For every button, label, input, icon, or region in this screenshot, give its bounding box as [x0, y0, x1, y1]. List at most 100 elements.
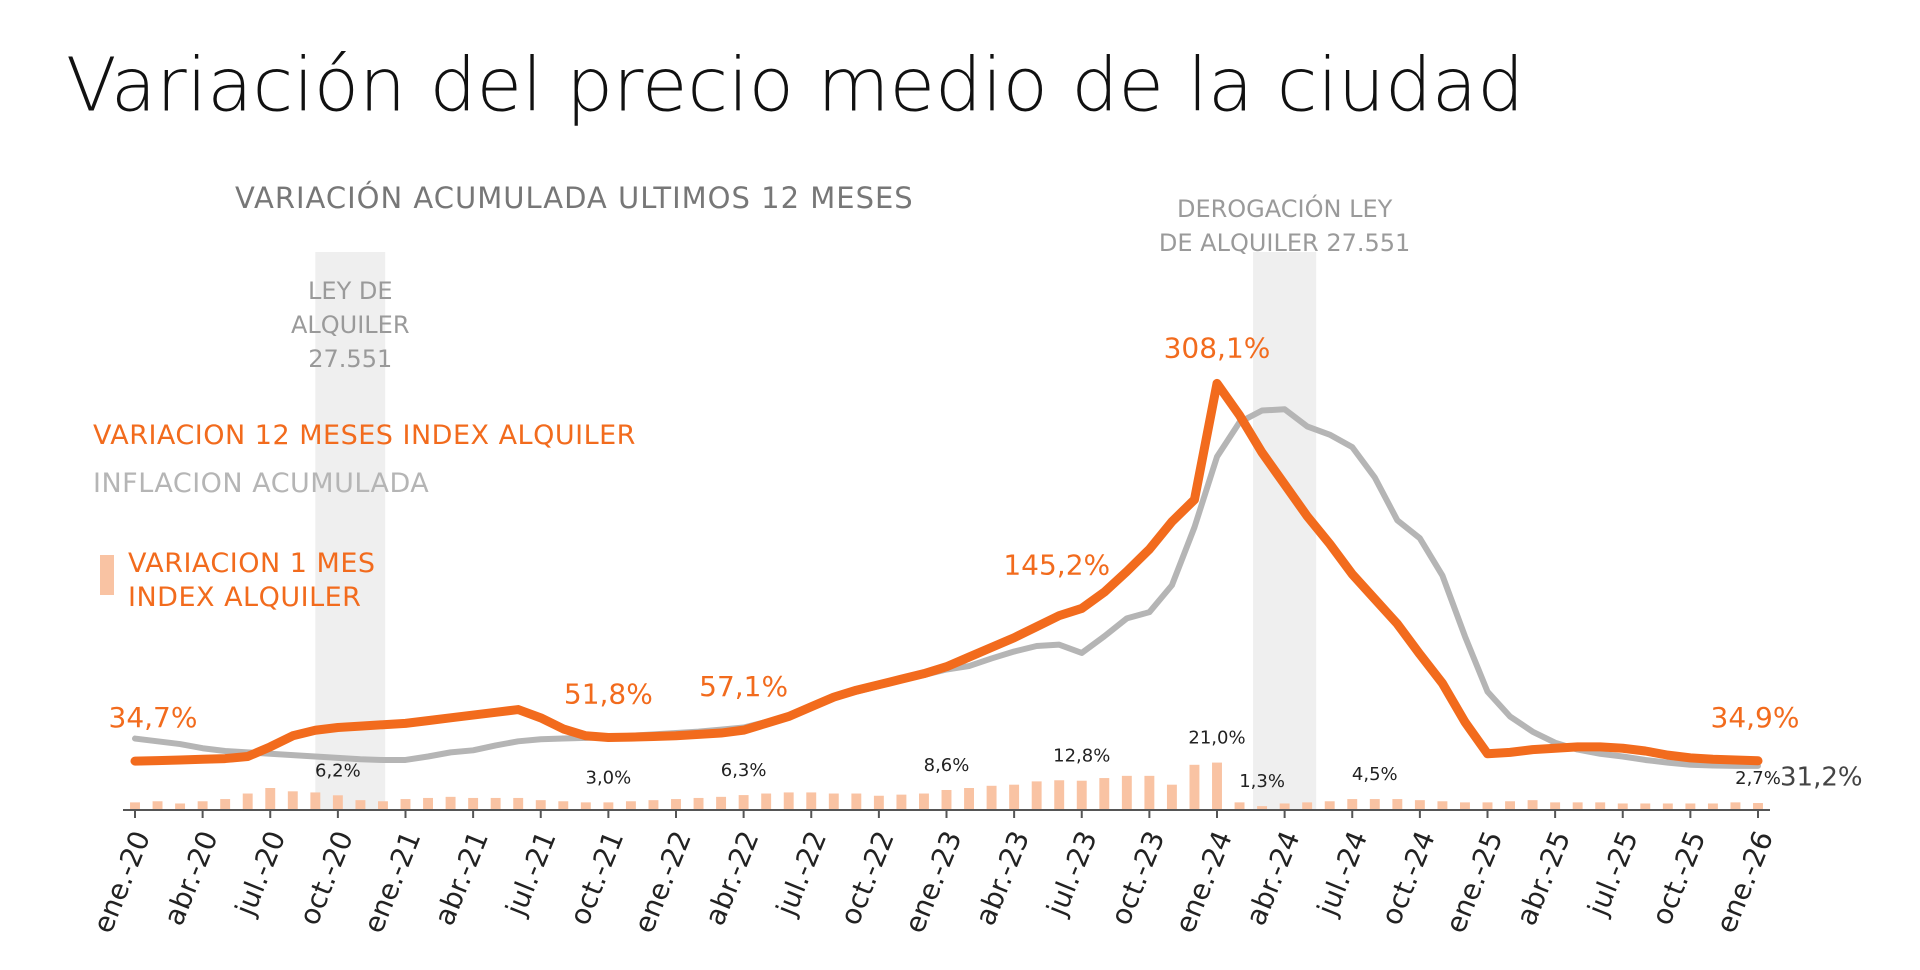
x-tick-label: abr.-20	[157, 826, 225, 930]
bar	[1302, 802, 1313, 809]
data-label: 12,8%	[1053, 746, 1110, 767]
bar	[1685, 803, 1696, 809]
bar	[1234, 802, 1245, 809]
annotation-text: ALQUILER	[291, 311, 410, 339]
legend-entry: INFLACION ACUMULADA	[93, 468, 430, 499]
bar	[918, 793, 929, 809]
bar	[1640, 803, 1651, 809]
x-tick-label: jul.-25	[1581, 826, 1645, 921]
bar	[806, 792, 817, 809]
x-tick-label: jul.-22	[769, 826, 833, 921]
bar	[986, 785, 997, 809]
legend-swatch	[100, 555, 114, 595]
data-label: 31,2%	[1780, 762, 1863, 792]
legend-entry: VARIACION 12 MESES INDEX ALQUILER	[93, 420, 636, 451]
data-label: 3,0%	[586, 767, 632, 788]
bar	[1257, 806, 1268, 809]
bar	[1550, 802, 1561, 809]
x-tick-label: jul.-23	[1040, 826, 1104, 921]
bar	[197, 801, 208, 809]
bar	[220, 799, 231, 809]
bar	[1437, 801, 1448, 809]
x-tick-label: ene.-23	[898, 826, 969, 937]
data-label: 6,3%	[721, 760, 767, 781]
bar	[1166, 784, 1177, 809]
bar	[1054, 780, 1065, 809]
bar	[1527, 800, 1538, 809]
bar	[445, 796, 456, 809]
annotation-band	[315, 252, 386, 809]
x-tick-label: ene.-21	[357, 826, 428, 937]
annotation-text: DEROGACIÓN LEY	[1177, 193, 1393, 223]
bar	[152, 801, 163, 809]
bar	[558, 801, 569, 809]
data-label: 1,3%	[1239, 771, 1285, 792]
bar	[693, 797, 704, 809]
x-tick-label: ene.-26	[1709, 826, 1780, 937]
x-tick-label: oct.-21	[563, 826, 630, 929]
annotation-band	[1253, 252, 1317, 809]
bar	[648, 800, 659, 809]
bar	[310, 792, 321, 809]
bar	[1414, 800, 1425, 809]
bar	[1031, 781, 1042, 809]
data-label: 8,6%	[924, 755, 970, 776]
bar	[1505, 801, 1516, 809]
x-tick-label: abr.-25	[1510, 826, 1578, 930]
bar	[1730, 802, 1741, 809]
bar	[242, 793, 253, 809]
bar	[468, 797, 479, 809]
x-tick-label: abr.-23	[969, 826, 1037, 930]
x-tick-label: ene.-25	[1439, 826, 1510, 937]
annotation-text: 27.551	[308, 345, 392, 373]
bar	[1392, 799, 1403, 809]
bar	[1369, 799, 1380, 809]
bar	[851, 793, 862, 809]
bar	[603, 802, 614, 809]
x-tick-label: oct.-23	[1104, 826, 1171, 929]
x-tick-label: ene.-22	[627, 826, 698, 937]
bar	[964, 788, 975, 809]
data-label: 34,9%	[1711, 701, 1800, 734]
annotation-text: LEY DE	[308, 277, 392, 305]
x-tick-label: ene.-24	[1168, 826, 1239, 937]
bar	[130, 802, 140, 809]
bar	[265, 788, 276, 809]
bar	[625, 801, 636, 809]
bar	[1144, 775, 1155, 809]
bar	[287, 791, 298, 809]
bar	[1121, 775, 1132, 809]
bar	[400, 799, 411, 809]
bar	[490, 797, 501, 809]
x-tick-label: jul.-21	[499, 826, 563, 921]
bar	[175, 803, 186, 809]
x-tick-label: jul.-20	[228, 826, 292, 921]
bar	[1279, 803, 1290, 809]
bar	[332, 795, 343, 809]
x-tick-label: oct.-20	[292, 826, 359, 929]
data-label: 145,2%	[1003, 548, 1110, 581]
bar	[1212, 762, 1222, 809]
bar	[1076, 780, 1087, 809]
x-tick-label: oct.-22	[833, 826, 900, 929]
bar	[1324, 801, 1335, 809]
data-label: 308,1%	[1164, 331, 1271, 364]
x-tick-label: jul.-24	[1310, 826, 1374, 921]
bar	[1347, 799, 1358, 809]
x-tick-label: oct.-24	[1374, 826, 1441, 929]
bar	[513, 797, 524, 809]
line	[130, 378, 1763, 766]
x-tick-label: ene.-20	[86, 826, 157, 937]
bar	[1595, 802, 1606, 809]
bar	[1662, 803, 1673, 809]
bar	[535, 800, 546, 809]
bar	[377, 801, 388, 809]
bar	[873, 795, 884, 809]
data-label: 57,1%	[699, 670, 788, 703]
data-label: 51,8%	[564, 677, 653, 710]
data-label: 34,7%	[109, 701, 198, 734]
bar	[941, 789, 952, 809]
data-label: 4,5%	[1352, 764, 1398, 785]
